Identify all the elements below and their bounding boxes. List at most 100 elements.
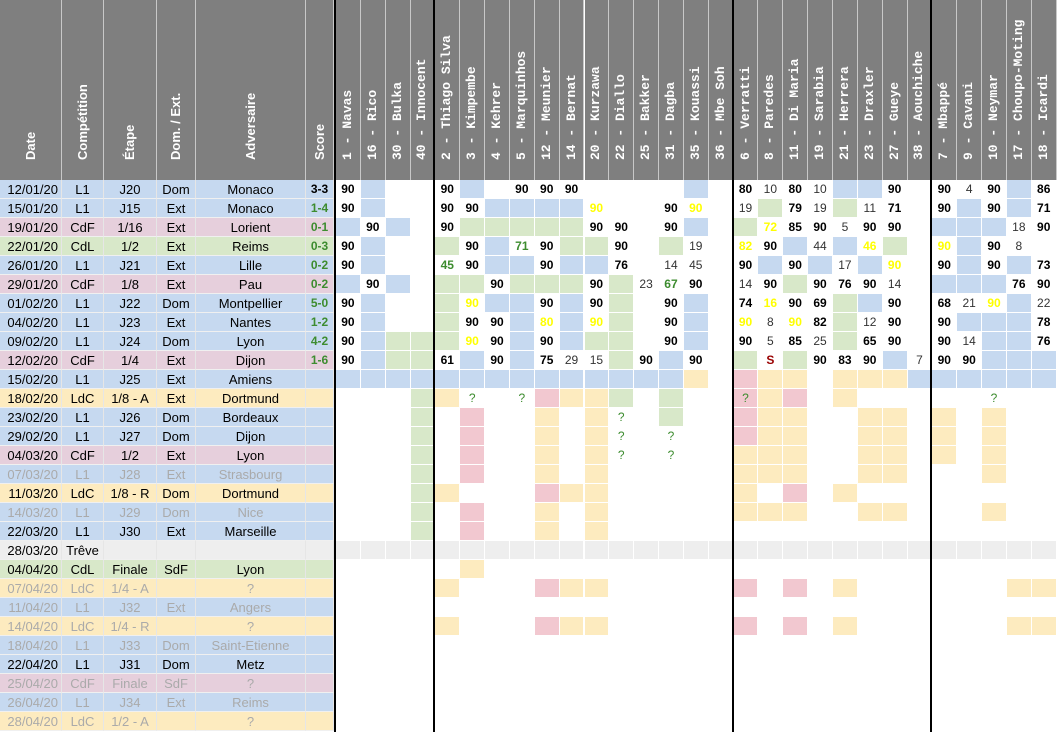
player-cell[interactable]: 90 xyxy=(882,256,908,275)
player-cell[interactable] xyxy=(360,180,386,199)
player-cell[interactable] xyxy=(957,522,983,541)
player-cell[interactable] xyxy=(708,294,734,313)
player-header[interactable]: 11 - Di Maria xyxy=(783,0,809,180)
player-cell[interactable]: 14 xyxy=(882,275,908,294)
player-cell[interactable] xyxy=(609,579,635,598)
player-cell[interactable] xyxy=(932,522,958,541)
player-cell[interactable]: 79 xyxy=(783,199,809,218)
row-date[interactable]: 22/03/20 xyxy=(0,522,62,541)
player-cell[interactable] xyxy=(410,522,436,541)
player-cell[interactable] xyxy=(733,446,759,465)
player-cell[interactable] xyxy=(634,313,660,332)
player-header[interactable]: 35 - Kouassi xyxy=(683,0,709,180)
player-cell[interactable] xyxy=(385,389,411,408)
player-cell[interactable] xyxy=(982,446,1007,465)
player-cell[interactable]: 90 xyxy=(982,180,1007,199)
row-comp[interactable]: L1 xyxy=(62,408,104,427)
player-cell[interactable] xyxy=(833,617,858,636)
row-stage[interactable]: Finale xyxy=(104,560,157,579)
player-cell[interactable] xyxy=(509,446,535,465)
player-cell[interactable] xyxy=(534,598,560,617)
player-cell[interactable]: 90 xyxy=(659,313,684,332)
player-cell[interactable] xyxy=(783,389,809,408)
player-cell[interactable]: ? xyxy=(609,446,635,465)
player-cell[interactable] xyxy=(485,427,510,446)
player-header[interactable]: 1 - Navas xyxy=(336,0,361,180)
player-cell[interactable] xyxy=(1031,655,1057,674)
player-cell[interactable] xyxy=(509,294,535,313)
player-cell[interactable] xyxy=(683,332,709,351)
player-cell[interactable] xyxy=(410,370,436,389)
player-cell[interactable] xyxy=(907,256,933,275)
player-cell[interactable] xyxy=(534,218,560,237)
player-cell[interactable] xyxy=(485,674,510,693)
row-opponent[interactable]: Reims xyxy=(196,237,306,256)
player-cell[interactable] xyxy=(932,579,958,598)
player-cell[interactable] xyxy=(882,693,908,712)
player-cell[interactable] xyxy=(584,541,610,560)
player-cell[interactable] xyxy=(982,522,1007,541)
row-stage[interactable]: 1/2 xyxy=(104,446,157,465)
player-cell[interactable] xyxy=(733,408,759,427)
player-cell[interactable]: 76 xyxy=(1006,275,1032,294)
player-cell[interactable] xyxy=(460,560,486,579)
player-cell[interactable] xyxy=(609,275,635,294)
player-cell[interactable] xyxy=(336,408,361,427)
player-cell[interactable] xyxy=(1031,484,1057,503)
player-cell[interactable] xyxy=(833,332,858,351)
player-cell[interactable] xyxy=(857,465,883,484)
player-cell[interactable]: 90 xyxy=(336,256,361,275)
player-cell[interactable]: 90 xyxy=(460,313,486,332)
row-comp[interactable]: CdF xyxy=(62,275,104,294)
player-cell[interactable] xyxy=(509,332,535,351)
player-cell[interactable] xyxy=(932,560,958,579)
player-cell[interactable] xyxy=(336,522,361,541)
player-cell[interactable] xyxy=(410,180,436,199)
row-score[interactable]: 0-1 xyxy=(306,218,334,237)
row-date[interactable]: 22/01/20 xyxy=(0,237,62,256)
player-cell[interactable] xyxy=(659,598,684,617)
player-cell[interactable]: 90 xyxy=(460,332,486,351)
player-cell[interactable] xyxy=(683,446,709,465)
player-cell[interactable] xyxy=(758,427,784,446)
player-cell[interactable] xyxy=(683,503,709,522)
player-cell[interactable]: 90 xyxy=(360,218,386,237)
player-cell[interactable] xyxy=(385,446,411,465)
player-cell[interactable]: 19 xyxy=(733,199,759,218)
player-cell[interactable] xyxy=(907,560,933,579)
player-cell[interactable] xyxy=(833,712,858,731)
player-cell[interactable] xyxy=(460,180,486,199)
row-date[interactable]: 28/03/20 xyxy=(0,541,62,560)
player-cell[interactable] xyxy=(857,370,883,389)
row-score[interactable] xyxy=(306,370,334,389)
player-cell[interactable]: 45 xyxy=(683,256,709,275)
player-cell[interactable] xyxy=(857,712,883,731)
player-cell[interactable]: 90 xyxy=(733,332,759,351)
row-stage[interactable]: J30 xyxy=(104,522,157,541)
player-cell[interactable] xyxy=(907,484,933,503)
row-opponent[interactable]: Dijon xyxy=(196,351,306,370)
player-cell[interactable] xyxy=(435,522,461,541)
player-cell[interactable] xyxy=(659,503,684,522)
player-cell[interactable] xyxy=(1006,427,1032,446)
player-cell[interactable] xyxy=(336,579,361,598)
player-cell[interactable] xyxy=(708,370,734,389)
player-cell[interactable] xyxy=(609,693,635,712)
player-cell[interactable] xyxy=(758,370,784,389)
player-cell[interactable] xyxy=(1006,332,1032,351)
player-cell[interactable] xyxy=(485,503,510,522)
player-cell[interactable] xyxy=(758,484,784,503)
player-cell[interactable]: 72 xyxy=(758,218,784,237)
row-comp[interactable]: CdF xyxy=(62,351,104,370)
player-cell[interactable]: 90 xyxy=(509,180,535,199)
player-cell[interactable] xyxy=(982,636,1007,655)
player-cell[interactable] xyxy=(808,655,833,674)
player-cell[interactable] xyxy=(385,598,411,617)
row-opponent[interactable]: Reims xyxy=(196,693,306,712)
player-cell[interactable] xyxy=(509,522,535,541)
row-comp[interactable]: L1 xyxy=(62,180,104,199)
player-cell[interactable]: 12 xyxy=(857,313,883,332)
player-cell[interactable] xyxy=(360,237,386,256)
player-cell[interactable]: 44 xyxy=(808,237,833,256)
player-cell[interactable] xyxy=(534,275,560,294)
